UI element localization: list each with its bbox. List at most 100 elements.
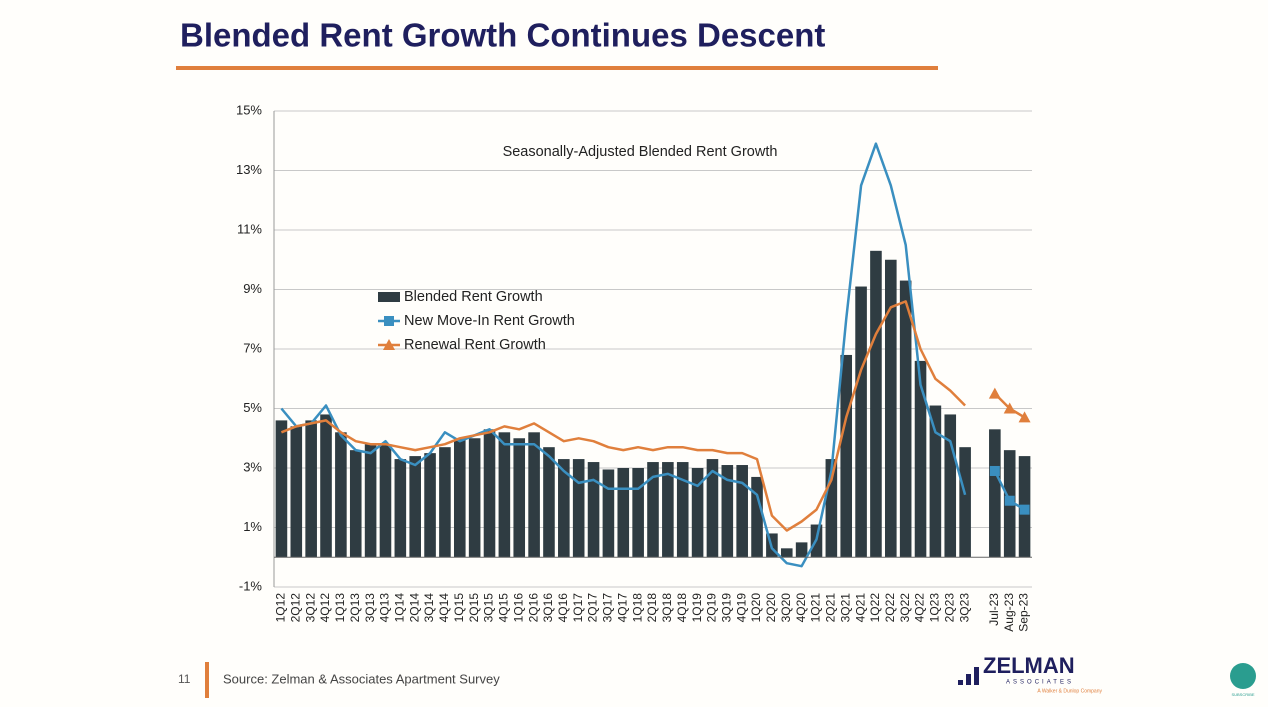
- x-tick-label: 4Q22: [913, 593, 927, 623]
- x-tick-label: 2Q13: [348, 593, 362, 623]
- x-tick-label: 1Q15: [452, 593, 466, 623]
- x-tick-label: 2Q14: [407, 593, 421, 623]
- bar: [528, 432, 540, 558]
- x-tick-label: 2Q15: [467, 593, 481, 623]
- bar: [498, 432, 511, 558]
- bar: [468, 438, 481, 558]
- y-tick-label: 5%: [243, 400, 262, 415]
- x-tick-label: 3Q17: [601, 593, 615, 623]
- page-number: 11: [178, 672, 191, 686]
- legend-label: Blended Rent Growth: [404, 289, 543, 305]
- bar: [795, 542, 808, 558]
- bar: [959, 447, 971, 558]
- bar: [572, 459, 585, 558]
- bar: [290, 426, 303, 558]
- x-tick-label: 4Q15: [497, 593, 511, 623]
- marker: [1019, 504, 1030, 515]
- x-tick-label: 4Q20: [794, 593, 808, 623]
- bar: [513, 438, 526, 558]
- bar: [721, 465, 734, 558]
- x-tick-label: 3Q16: [541, 593, 555, 623]
- bar: [320, 414, 332, 558]
- bar: [364, 444, 377, 558]
- bar: [647, 462, 659, 558]
- bar: [349, 450, 362, 558]
- x-tick-label: 1Q13: [333, 593, 347, 623]
- x-tick-label: 3Q23: [957, 593, 971, 623]
- x-tick-label: 2Q12: [288, 593, 302, 623]
- y-tick-label: 7%: [243, 340, 262, 355]
- y-tick-label: 11%: [237, 221, 262, 236]
- x-tick-label: 3Q13: [363, 593, 377, 623]
- x-tick-label: 2Q20: [764, 593, 778, 623]
- bar: [691, 468, 704, 558]
- x-tick-label: 1Q22: [868, 593, 882, 623]
- bar: [335, 432, 347, 558]
- logo-block: [966, 674, 971, 685]
- bar: [780, 548, 793, 558]
- x-tick-label: 3Q22: [898, 593, 912, 623]
- bar: [409, 456, 421, 558]
- x-tick-label: 3Q20: [779, 593, 793, 623]
- logo: ZELMAN ASSOCIATES A Walker & Dunlop Comp…: [958, 653, 1102, 694]
- line: [280, 300, 966, 532]
- bar: [855, 286, 867, 558]
- x-tick-label: 2Q22: [883, 593, 897, 623]
- bar: [379, 444, 392, 558]
- logo-tag: A Walker & Dunlop Company: [1037, 688, 1102, 694]
- subscribe-text[interactable]: SUBSCRIBE: [1231, 692, 1254, 697]
- x-tick-label: 2Q18: [645, 593, 659, 623]
- x-tick-label: 3Q21: [838, 593, 852, 623]
- marker: [988, 387, 1001, 399]
- bar: [914, 360, 927, 558]
- legend-label: New Move-In Rent Growth: [404, 313, 575, 329]
- subscribe-icon[interactable]: [1230, 663, 1256, 689]
- bar: [305, 420, 317, 558]
- legend-label: Renewal Rent Growth: [404, 337, 546, 353]
- x-tick-label: Jul-23: [987, 593, 1001, 626]
- x-tick-label: 4Q19: [734, 593, 748, 623]
- y-tick-label: 9%: [243, 281, 262, 296]
- x-tick-label: 1Q20: [749, 593, 763, 623]
- x-tick-label: 4Q12: [318, 593, 332, 623]
- x-tick-label: 1Q17: [571, 593, 585, 623]
- bar: [929, 405, 942, 558]
- logo-block: [958, 680, 963, 685]
- bar: [751, 476, 763, 558]
- line: [280, 142, 967, 568]
- bar: [617, 468, 630, 558]
- footer-divider: [205, 662, 209, 698]
- bar: [899, 280, 912, 558]
- bar: [439, 447, 451, 558]
- bar: [870, 250, 882, 558]
- bar: [944, 414, 957, 558]
- x-tick-label: 4Q21: [853, 593, 867, 623]
- y-tick-label: 15%: [236, 102, 262, 117]
- bar: [275, 420, 288, 558]
- x-tick-label: 3Q12: [303, 593, 317, 623]
- bar: [736, 465, 748, 558]
- x-tick-label: 1Q18: [630, 593, 644, 623]
- x-tick-label: 1Q21: [809, 593, 823, 623]
- x-tick-label: 2Q17: [586, 593, 600, 623]
- legend-marker: [383, 339, 395, 350]
- x-tick-label: 4Q13: [378, 593, 392, 623]
- x-tick-label: 4Q18: [675, 593, 689, 623]
- x-tick-label: 2Q19: [705, 593, 719, 623]
- source: Source: Zelman & Associates Apartment Su…: [223, 671, 500, 686]
- marker: [1003, 402, 1016, 414]
- x-tick-label: 2Q23: [942, 593, 956, 623]
- x-tick-label: 3Q15: [482, 593, 496, 623]
- x-tick-label: 4Q16: [556, 593, 570, 623]
- bar: [706, 459, 719, 558]
- bar: [394, 459, 407, 558]
- x-tick-label: 3Q14: [422, 593, 436, 623]
- x-tick-label: 2Q16: [526, 593, 540, 623]
- bar: [483, 429, 496, 558]
- x-tick-label: Sep-23: [1017, 593, 1031, 632]
- x-tick-label: 1Q16: [511, 593, 525, 623]
- y-tick-label: -1%: [239, 578, 263, 593]
- logo-sub: ASSOCIATES: [1006, 680, 1074, 686]
